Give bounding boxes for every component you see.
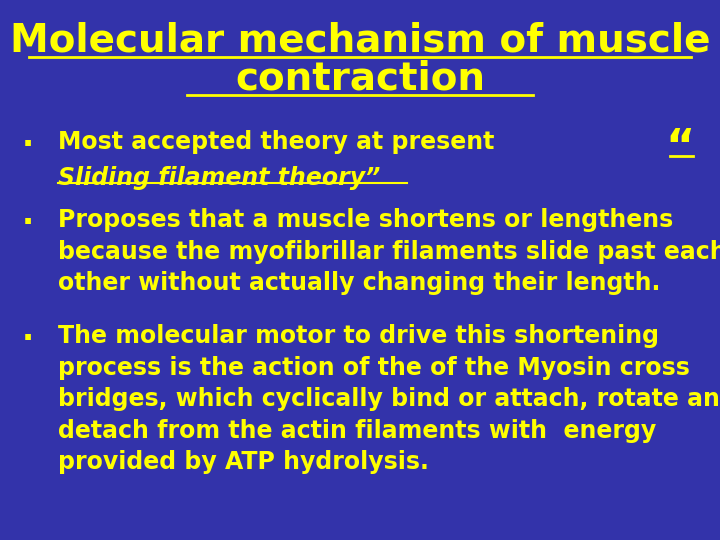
Text: Sliding filament theory”: Sliding filament theory” — [58, 166, 380, 190]
Text: ·: · — [22, 324, 34, 355]
Text: Most accepted theory at present: Most accepted theory at present — [58, 130, 494, 153]
Text: Proposes that a muscle shortens or lengthens
because the myofibrillar filaments : Proposes that a muscle shortens or lengt… — [58, 208, 720, 295]
Text: ·: · — [22, 208, 34, 239]
Text: The molecular motor to drive this shortening
process is the action of the of the: The molecular motor to drive this shorte… — [58, 324, 720, 475]
Text: ·: · — [22, 130, 34, 160]
Text: “: “ — [665, 127, 695, 170]
Text: Molecular mechanism of muscle: Molecular mechanism of muscle — [10, 22, 710, 59]
Text: contraction: contraction — [235, 59, 485, 97]
